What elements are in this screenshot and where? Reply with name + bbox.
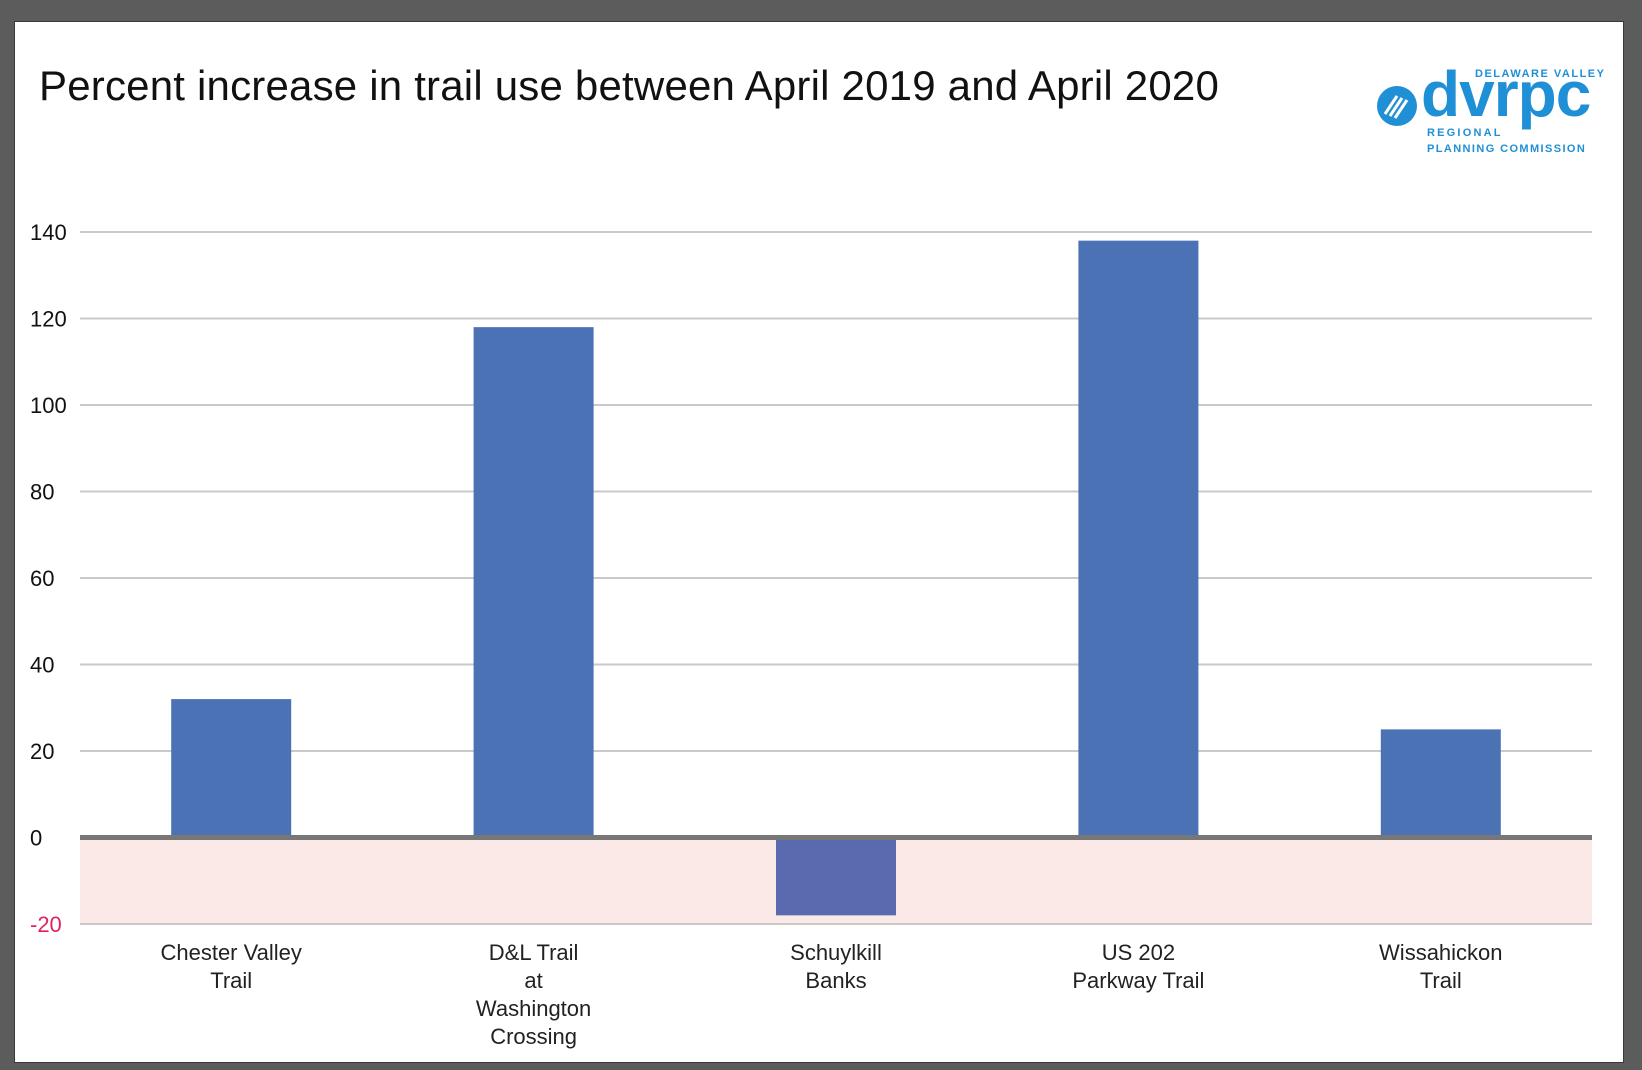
bar — [1078, 240, 1199, 838]
logo-line-3: PLANNING COMMISSION — [1427, 143, 1587, 155]
y-tick-label: 0 — [30, 826, 42, 851]
x-category-label: Wissahickon Trail — [1379, 940, 1502, 993]
x-category-label: Schuylkill Banks — [790, 940, 882, 993]
x-category-label: D&L Trail at Washington Crossing — [476, 940, 591, 1049]
bar — [171, 699, 292, 838]
dvrpc-logo: DELAWARE VALLEY dvrpc REGIONAL PLANNING … — [1375, 44, 1615, 155]
bar — [776, 837, 896, 916]
bar — [473, 327, 594, 838]
logo-wordmark: dvrpc — [1421, 58, 1591, 130]
chart-title: Percent increase in trail use between Ap… — [39, 62, 1220, 109]
y-tick-label: 80 — [30, 480, 54, 505]
y-tick-label: 60 — [30, 566, 54, 591]
bar — [1380, 729, 1501, 838]
y-tick-label: 20 — [30, 739, 54, 764]
x-category-label: US 202 Parkway Trail — [1072, 940, 1204, 993]
y-tick-label: 120 — [30, 307, 67, 332]
dvrpc-emblem-icon — [1377, 86, 1417, 126]
y-tick-label: 140 — [30, 220, 67, 245]
logo-line-2: REGIONAL — [1427, 127, 1503, 139]
y-tick-label: 40 — [30, 653, 54, 678]
logo-line-1: DELAWARE VALLEY — [1475, 68, 1606, 80]
x-category-label: Chester Valley Trail — [160, 940, 301, 993]
y-tick-label: -20 — [30, 912, 62, 937]
y-tick-label: 100 — [30, 393, 67, 418]
